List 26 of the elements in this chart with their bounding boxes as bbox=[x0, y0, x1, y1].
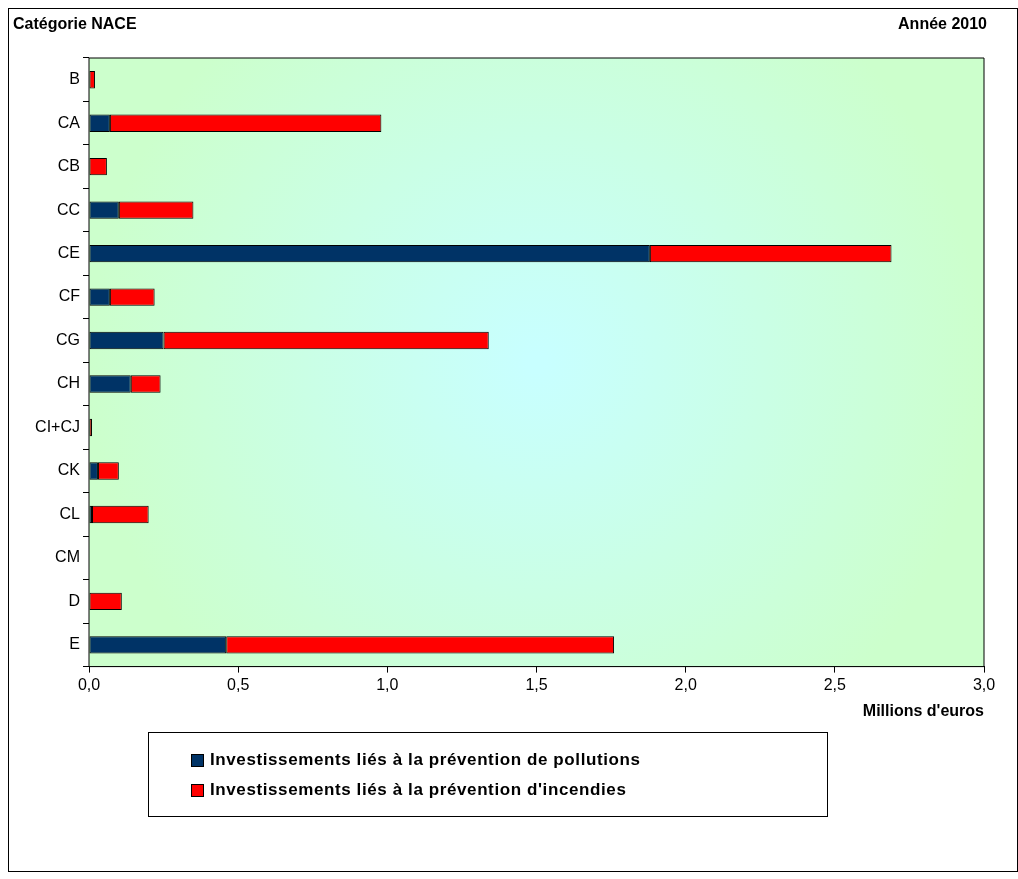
y-tick-label: E bbox=[69, 635, 80, 653]
x-tick-label: 2,0 bbox=[674, 675, 697, 693]
x-tick-label: 1,5 bbox=[525, 675, 548, 693]
x-tick-label: 2,5 bbox=[823, 675, 847, 693]
y-tick-label: D bbox=[68, 591, 80, 609]
y-tick-label: CL bbox=[59, 504, 81, 522]
y-tick-label: CG bbox=[56, 330, 80, 348]
legend-label: Investissements liés à la prévention de pollutions bbox=[210, 750, 641, 770]
y-tick-label: CH bbox=[56, 374, 80, 392]
y-tick-label: CI+CJ bbox=[35, 417, 80, 435]
legend-label: Investissements liés à la prévention d'incendies bbox=[210, 780, 627, 800]
y-tick-label: CA bbox=[57, 113, 81, 131]
x-tick-label: 3,0 bbox=[972, 675, 996, 693]
chart-title: Année 2010 bbox=[898, 15, 987, 33]
y-tick-label: CK bbox=[57, 461, 81, 479]
y-tick-label: B bbox=[69, 70, 80, 88]
x-tick-label: 0,0 bbox=[77, 675, 101, 693]
y-tick-label: CF bbox=[58, 287, 81, 305]
y-tick-label: CM bbox=[55, 548, 80, 566]
x-axis-title: Millions d'euros bbox=[862, 701, 985, 719]
y-tick-label: CC bbox=[56, 200, 80, 218]
y-tick-label: CB bbox=[57, 157, 80, 175]
x-tick-label: 0,5 bbox=[227, 675, 250, 693]
y-axis-title: Catégorie NACE bbox=[13, 15, 137, 33]
x-tick-label: 1,0 bbox=[376, 675, 399, 693]
y-tick-label: CE bbox=[57, 244, 80, 262]
